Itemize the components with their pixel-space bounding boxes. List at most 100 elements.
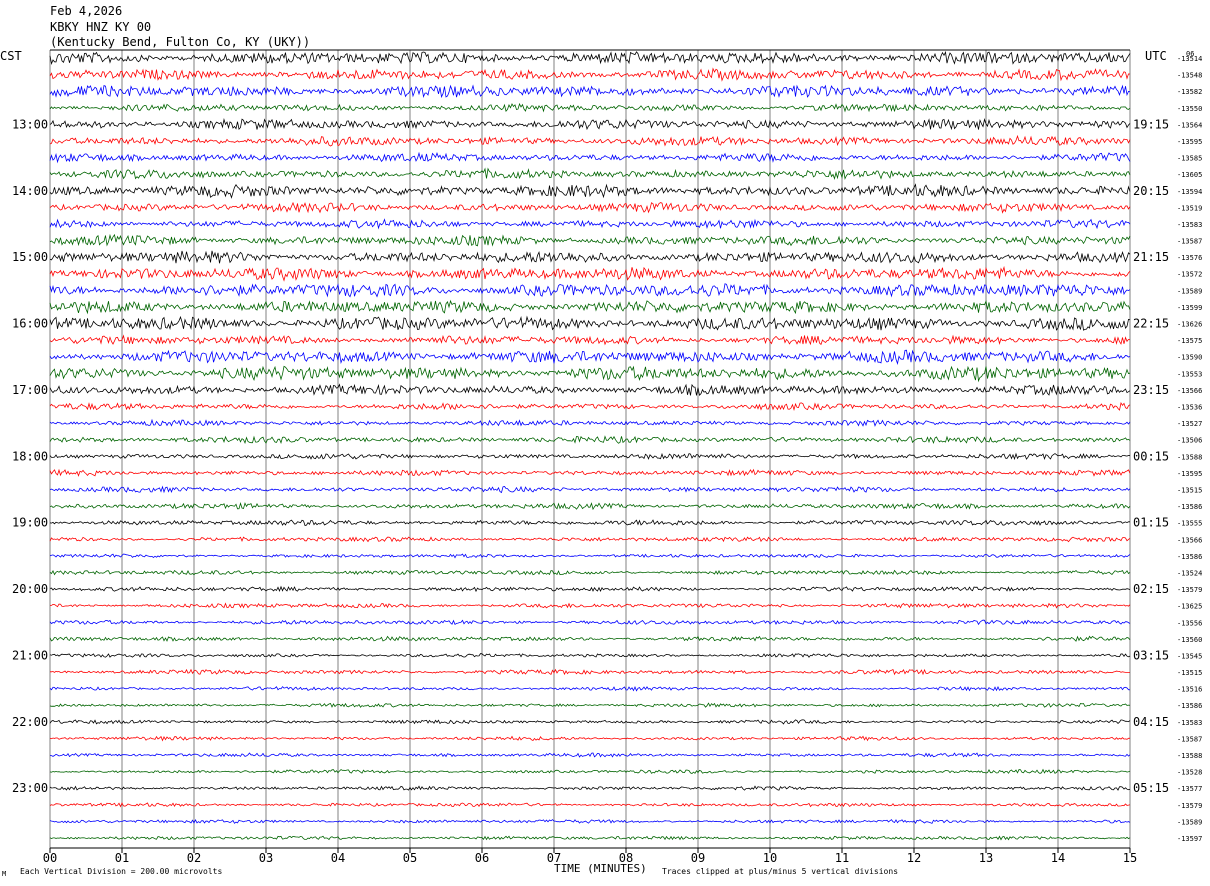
row-value-label: -13583 — [1177, 719, 1202, 727]
first-right-label: 06 — [1186, 50, 1194, 58]
trace-row-25 — [49, 468, 1131, 477]
plot-footer: M Each Vertical Division = 200.00 microv… — [2, 862, 898, 878]
row-value-label: -13556 — [1177, 619, 1202, 627]
right-hour-label: 00:15 — [1133, 449, 1169, 463]
x-tick-label: 07 — [547, 851, 561, 865]
left-hour-label: 16:00 — [12, 317, 48, 331]
left-hour-labels: 13:00 14:00 15:00 16:00 17:00 18:00 19:00 20:00… — [12, 117, 48, 795]
trace-row-30 — [49, 553, 1131, 559]
trace-row-31 — [49, 569, 1131, 576]
left-hour-label: 13:00 — [12, 117, 48, 131]
left-hour-label: 17:00 — [12, 383, 48, 397]
row-value-label: -13514 — [1177, 55, 1202, 63]
right-hour-label: 04:15 — [1133, 715, 1169, 729]
right-hour-label: 23:15 — [1133, 383, 1169, 397]
x-tick-label: 15 — [1123, 851, 1137, 865]
row-value-label: -13516 — [1177, 686, 1202, 694]
x-tick-label: 10 — [763, 851, 777, 865]
row-value-label: -13515 — [1177, 486, 1202, 494]
right-hour-label: 01:15 — [1133, 516, 1169, 530]
location-label: (Kentucky Bend, Fulton Co, KY (UKY)) — [50, 35, 310, 49]
row-value-label: -13550 — [1177, 105, 1202, 113]
row-value-label: -13576 — [1177, 254, 1202, 262]
right-hour-label: 03:15 — [1133, 648, 1169, 662]
right-hour-labels: 19:15 20:15 21:15 22:15 23:15 00:15 01:15 02:15… — [1133, 117, 1169, 795]
trace-row-29 — [49, 536, 1131, 543]
trace-row-8 — [49, 183, 1131, 199]
corner-mark: M — [2, 870, 6, 878]
left-hour-label: 15:00 — [12, 250, 48, 264]
x-tick-label: 12 — [907, 851, 921, 865]
trace-row-6 — [49, 151, 1131, 164]
row-value-label: -13599 — [1177, 304, 1202, 312]
trace-row-23 — [49, 435, 1131, 445]
x-axis: 00 01 02 03 04 05 06 07 08 09 10 11 12 13 14 15 — [43, 848, 1137, 865]
row-value-label: -13528 — [1177, 769, 1202, 777]
row-value-label: -13586 — [1177, 553, 1202, 561]
trace-row-46 — [49, 819, 1131, 825]
trace-row-37 — [50, 668, 1131, 676]
trace-row-47 — [49, 835, 1131, 841]
trace-row-38 — [49, 685, 1131, 692]
right-hour-label: 05:15 — [1133, 781, 1169, 795]
trace-row-12 — [49, 250, 1131, 264]
row-value-label: -13588 — [1177, 453, 1202, 461]
trace-row-39 — [49, 702, 1131, 708]
row-value-label: -13585 — [1177, 155, 1202, 163]
trace-row-24 — [49, 452, 1131, 461]
row-value-label: -13553 — [1177, 370, 1202, 378]
row-value-label: -13586 — [1177, 503, 1202, 511]
trace-row-14 — [49, 283, 1131, 298]
row-value-label: -13582 — [1177, 88, 1202, 96]
row-value-label: -13572 — [1177, 271, 1202, 279]
row-value-label: -13555 — [1177, 520, 1202, 528]
trace-row-33 — [50, 602, 1131, 609]
clip-note: Traces clipped at plus/minus 5 vertical … — [662, 867, 898, 876]
row-value-label: -13589 — [1177, 287, 1202, 295]
row-value-label: -13626 — [1177, 321, 1202, 329]
trace-row-13 — [49, 265, 1131, 282]
row-value-label: -13589 — [1177, 818, 1202, 826]
trace-row-3 — [49, 102, 1131, 113]
trace-row-28 — [49, 519, 1130, 526]
row-value-label: -13566 — [1177, 536, 1202, 544]
trace-row-27 — [49, 502, 1131, 511]
row-value-label: -13515 — [1177, 669, 1202, 677]
row-value-label: -13595 — [1177, 138, 1202, 146]
left-hour-label: 22:00 — [12, 715, 48, 729]
right-hour-label: 21:15 — [1133, 250, 1169, 264]
left-hour-label: 20:00 — [12, 582, 48, 596]
row-value-label: -13545 — [1177, 652, 1202, 660]
x-tick-label: 05 — [403, 851, 417, 865]
right-hour-label: 22:15 — [1133, 317, 1169, 331]
trace-row-18 — [49, 349, 1131, 365]
row-value-label: -13579 — [1177, 802, 1202, 810]
trace-row-1 — [49, 67, 1131, 82]
x-tick-label: 03 — [259, 851, 273, 865]
row-value-label: -13587 — [1177, 238, 1202, 246]
row-value-label: -13597 — [1177, 835, 1202, 843]
row-value-label: -13605 — [1177, 171, 1202, 179]
date-label: Feb 4,2026 — [50, 4, 122, 18]
row-value-label: -13625 — [1177, 603, 1202, 611]
seismic-traces — [49, 50, 1131, 841]
station-label: KBKY HNZ KY 00 — [50, 20, 151, 34]
trace-row-11 — [49, 233, 1131, 247]
row-value-label: -13577 — [1177, 785, 1202, 793]
row-value-label: -13564 — [1177, 121, 1202, 129]
x-tick-label: 02 — [187, 851, 201, 865]
trace-row-26 — [49, 485, 1131, 494]
x-axis-title: TIME (MINUTES) — [554, 862, 647, 875]
x-tick-label: 04 — [331, 851, 345, 865]
trace-row-22 — [49, 418, 1131, 427]
x-tick-label: 11 — [835, 851, 849, 865]
row-value-label: -13594 — [1177, 188, 1202, 196]
row-value-label: -13575 — [1177, 337, 1202, 345]
row-value-label: -13579 — [1177, 586, 1202, 594]
row-value-label: -13590 — [1177, 354, 1202, 362]
trace-row-10 — [49, 218, 1131, 230]
trace-row-34 — [49, 619, 1131, 626]
trace-row-35 — [49, 635, 1131, 642]
left-hour-label: 19:00 — [12, 516, 48, 530]
x-tick-label: 09 — [691, 851, 705, 865]
